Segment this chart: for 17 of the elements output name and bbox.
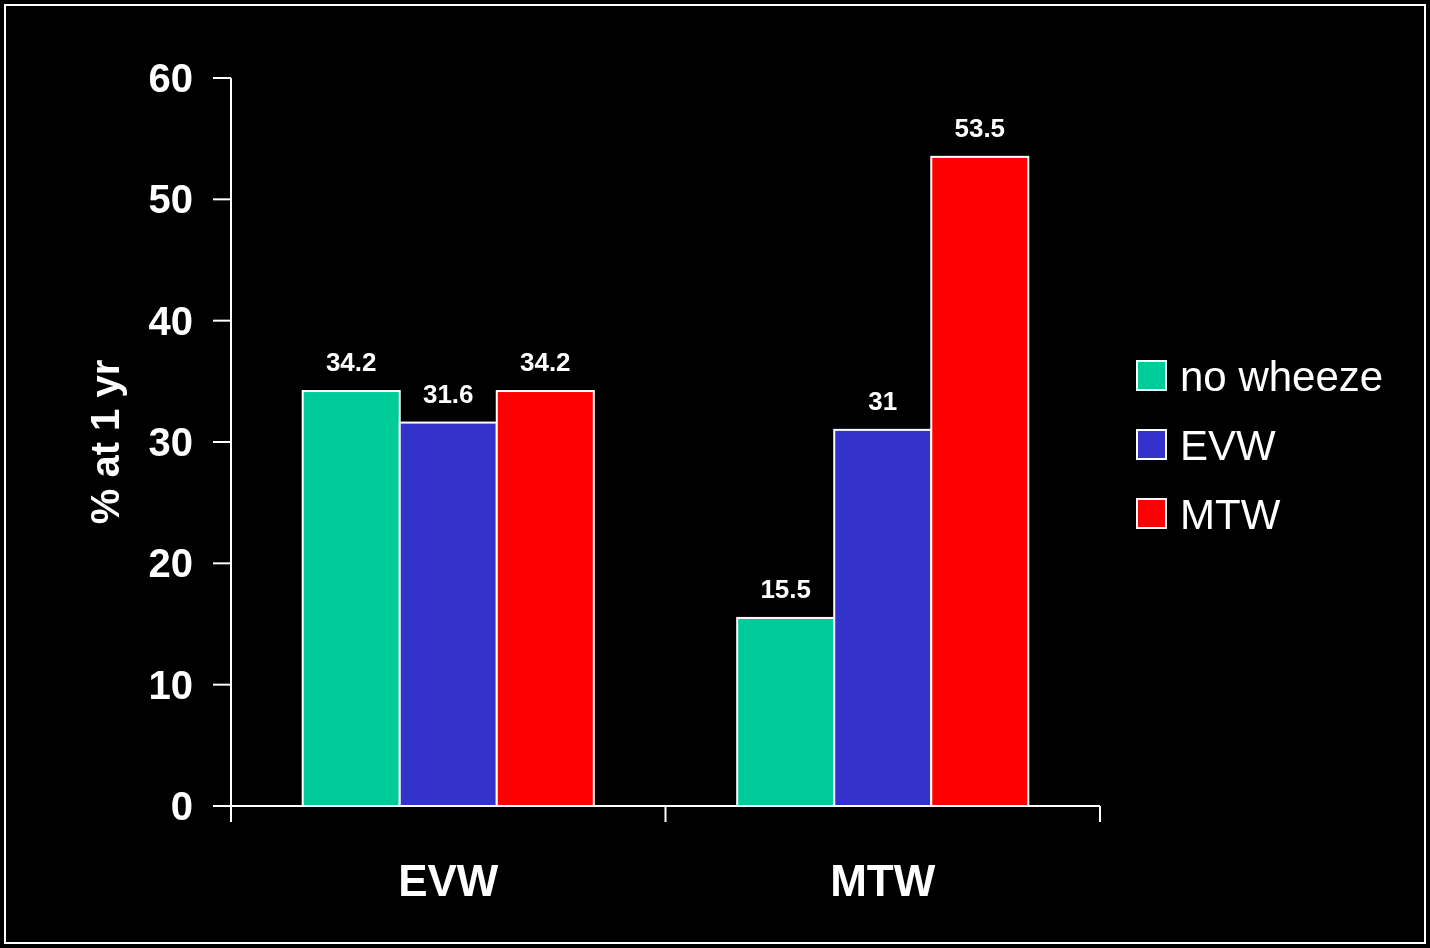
- y-tick-label: 50: [148, 177, 193, 222]
- legend-label: MTW: [1180, 490, 1281, 538]
- y-tick-label: 10: [148, 662, 193, 707]
- y-tick-label: 40: [148, 298, 193, 343]
- y-axis-title: % at 1 yr: [83, 359, 127, 525]
- data-label: 34.2: [519, 347, 571, 378]
- data-label: 31: [868, 385, 898, 416]
- data-label: 34.2: [325, 347, 377, 378]
- y-tick-label: 20: [148, 541, 193, 586]
- y-tick-label: 0: [170, 784, 193, 828]
- y-tick-label: 60: [148, 56, 193, 100]
- data-label: 53.5: [954, 112, 1006, 143]
- data-label: 31.6: [422, 378, 474, 409]
- y-tick-label: 30: [148, 420, 193, 464]
- legend-label: EVW: [1180, 421, 1277, 469]
- legend-label: no wheeze: [1180, 352, 1384, 400]
- data-label: 15.5: [760, 573, 812, 604]
